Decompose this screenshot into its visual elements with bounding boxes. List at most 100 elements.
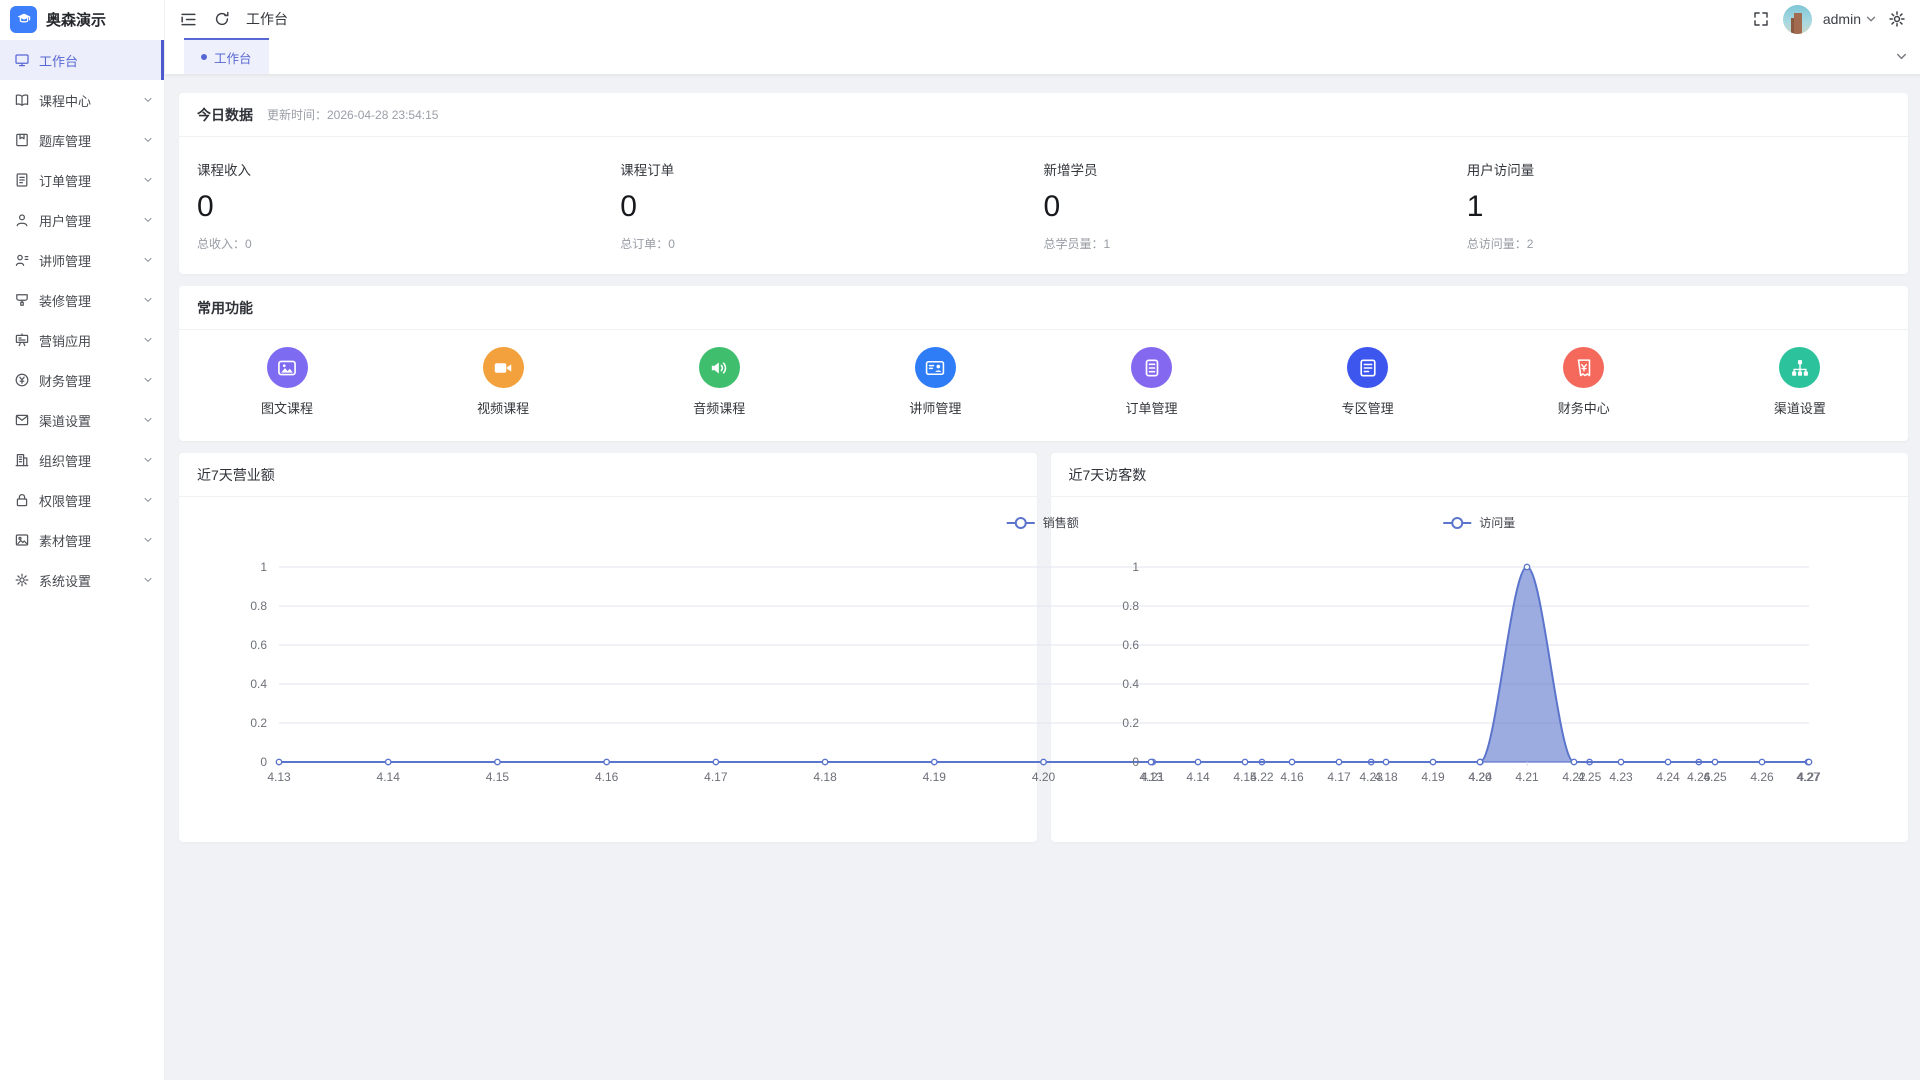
svg-text:0.4: 0.4 (1122, 677, 1139, 691)
sidebar-item-user-management[interactable]: 用户管理 (0, 200, 164, 240)
svg-text:0.6: 0.6 (1122, 638, 1139, 652)
sidebar-item-label: 渠道设置 (39, 411, 143, 430)
chevron-down-icon (143, 575, 153, 585)
chevron-down-icon (143, 95, 153, 105)
quick-function-image-course[interactable]: 图文课程 (179, 347, 395, 417)
sidebar-item-permission-management[interactable]: 权限管理 (0, 480, 164, 520)
sidebar-item-decoration-management[interactable]: 装修管理 (0, 280, 164, 320)
instructor-card-icon (915, 347, 956, 388)
quick-function-zone-management[interactable]: 专区管理 (1260, 347, 1476, 417)
sidebar-item-system-settings[interactable]: 系统设置 (0, 560, 164, 600)
svg-text:0: 0 (1132, 755, 1139, 769)
svg-text:4.22: 4.22 (1562, 770, 1586, 784)
sidebar-item-instructor-management[interactable]: 讲师管理 (0, 240, 164, 280)
svg-text:0.2: 0.2 (1122, 716, 1139, 730)
stat-label: 课程收入 (197, 159, 620, 179)
gear-icon[interactable] (1888, 10, 1906, 28)
svg-text:4.20: 4.20 (1468, 770, 1492, 784)
graduation-cap-icon (10, 6, 37, 33)
quick-function-video-course[interactable]: 视频课程 (395, 347, 611, 417)
sidebar-item-label: 组织管理 (39, 451, 143, 470)
svg-text:访问量: 访问量 (1479, 516, 1515, 530)
sidebar-item-order-management[interactable]: 订单管理 (0, 160, 164, 200)
stat-value: 0 (620, 192, 1043, 222)
svg-text:4.27: 4.27 (1797, 770, 1821, 784)
svg-text:4.13: 4.13 (1139, 770, 1163, 784)
chart-card-header: 近7天访客数 (1051, 453, 1909, 497)
today-data-card: 今日数据 更新时间：2026-04-28 23:54:15 课程收入0总收入：0… (179, 93, 1908, 274)
quick-function-label: 图文课程 (261, 398, 313, 417)
chevron-down-icon (143, 455, 153, 465)
sidebar-item-organization-management[interactable]: 组织管理 (0, 440, 164, 480)
sidebar-item-workbench[interactable]: 工作台 (0, 40, 164, 80)
sidebar-item-course-center[interactable]: 课程中心 (0, 80, 164, 120)
stat-sub-label: 总访问量：2 (1467, 235, 1890, 252)
svg-text:4.15: 4.15 (1233, 770, 1257, 784)
app-window: 奥森演示 工作台课程中心题库管理订单管理用户管理讲师管理装修管理营销应用财务管理… (0, 0, 1920, 1080)
avatar[interactable] (1783, 5, 1812, 34)
charts-row: 近7天营业额00.20.40.60.814.134.144.154.164.17… (179, 453, 1908, 842)
today-stats: 课程收入0总收入：0课程订单0总订单：0新增学员0总学员量：1用户访问量1总访问… (179, 137, 1908, 274)
quick-function-instructor-management[interactable]: 讲师管理 (827, 347, 1043, 417)
svg-text:0.6: 0.6 (250, 638, 267, 652)
stat-value: 0 (197, 192, 620, 222)
quick-function-finance-center[interactable]: 财务中心 (1476, 347, 1692, 417)
stat-block: 新增学员0总学员量：1 (1044, 153, 1467, 252)
chart-legend[interactable]: 访问量 (1443, 516, 1515, 530)
stat-sub-label: 总学员量：1 (1044, 235, 1467, 252)
stat-label: 用户访问量 (1467, 159, 1890, 179)
chart-card-visitors-7d: 近7天访客数00.20.40.60.814.134.144.154.164.17… (1051, 453, 1909, 842)
stat-block: 课程收入0总收入：0 (197, 153, 620, 252)
chevron-down-icon (143, 335, 153, 345)
marketing-icon (14, 332, 30, 348)
quick-function-label: 视频课程 (477, 398, 529, 417)
stat-label: 课程订单 (620, 159, 1043, 179)
quick-card-title: 常用功能 (197, 298, 253, 318)
quick-function-label: 专区管理 (1342, 398, 1394, 417)
stat-block: 用户访问量 1 总访问量：2 (1467, 153, 1890, 252)
svg-text:4.13: 4.13 (267, 770, 291, 784)
stat-value: 1 (1467, 192, 1890, 222)
topbar-right: admin (1752, 5, 1906, 34)
sidebar-item-channel-settings[interactable]: 渠道设置 (0, 400, 164, 440)
sidebar-item-material-management[interactable]: 素材管理 (0, 520, 164, 560)
fullscreen-icon[interactable] (1752, 10, 1770, 28)
chevron-down-icon[interactable] (1895, 38, 1908, 74)
quick-function-channel-settings[interactable]: 渠道设置 (1692, 347, 1908, 417)
tab-bar: 工作台 (165, 38, 1920, 75)
stat-block: 课程订单0总订单：0 (620, 153, 1043, 252)
tab-工作台[interactable]: 工作台 (184, 38, 269, 74)
svg-text:4.18: 4.18 (1374, 770, 1398, 784)
chevron-down-icon (1865, 13, 1877, 25)
line-chart-plot: 00.20.40.60.814.134.144.154.164.174.184.… (1051, 497, 1909, 842)
chart-body: 00.20.40.60.814.134.144.154.164.174.184.… (179, 497, 1037, 842)
svg-text:4.21: 4.21 (1515, 770, 1539, 784)
system-settings-icon (14, 572, 30, 588)
quick-function-audio-course[interactable]: 音频课程 (611, 347, 827, 417)
chevron-down-icon (143, 495, 153, 505)
today-card-header: 今日数据 更新时间：2026-04-28 23:54:15 (179, 93, 1908, 137)
video-course-icon (483, 347, 524, 388)
monitor-icon (14, 52, 30, 68)
fold-icon[interactable] (179, 10, 198, 29)
chevron-down-icon (143, 135, 153, 145)
chevron-down-icon (143, 255, 153, 265)
sidebar-item-label: 讲师管理 (39, 251, 143, 270)
audio-course-icon (699, 347, 740, 388)
material-image-icon (14, 532, 30, 548)
quick-function-order-management[interactable]: 订单管理 (1044, 347, 1260, 417)
svg-text:4.18: 4.18 (813, 770, 837, 784)
sidebar-item-label: 装修管理 (39, 291, 143, 310)
tab-label: 工作台 (214, 48, 252, 67)
chevron-down-icon (143, 375, 153, 385)
sidebar-item-marketing-apps[interactable]: 营销应用 (0, 320, 164, 360)
sidebar-item-question-bank[interactable]: 题库管理 (0, 120, 164, 160)
refresh-icon[interactable] (213, 10, 231, 28)
channel-network-icon (1779, 347, 1820, 388)
chart-title: 近7天访客数 (1069, 465, 1147, 485)
user-menu[interactable]: admin (1823, 11, 1877, 27)
organization-icon (14, 452, 30, 468)
svg-text:1: 1 (1132, 560, 1139, 574)
chevron-down-icon (143, 175, 153, 185)
sidebar-item-finance-management[interactable]: 财务管理 (0, 360, 164, 400)
